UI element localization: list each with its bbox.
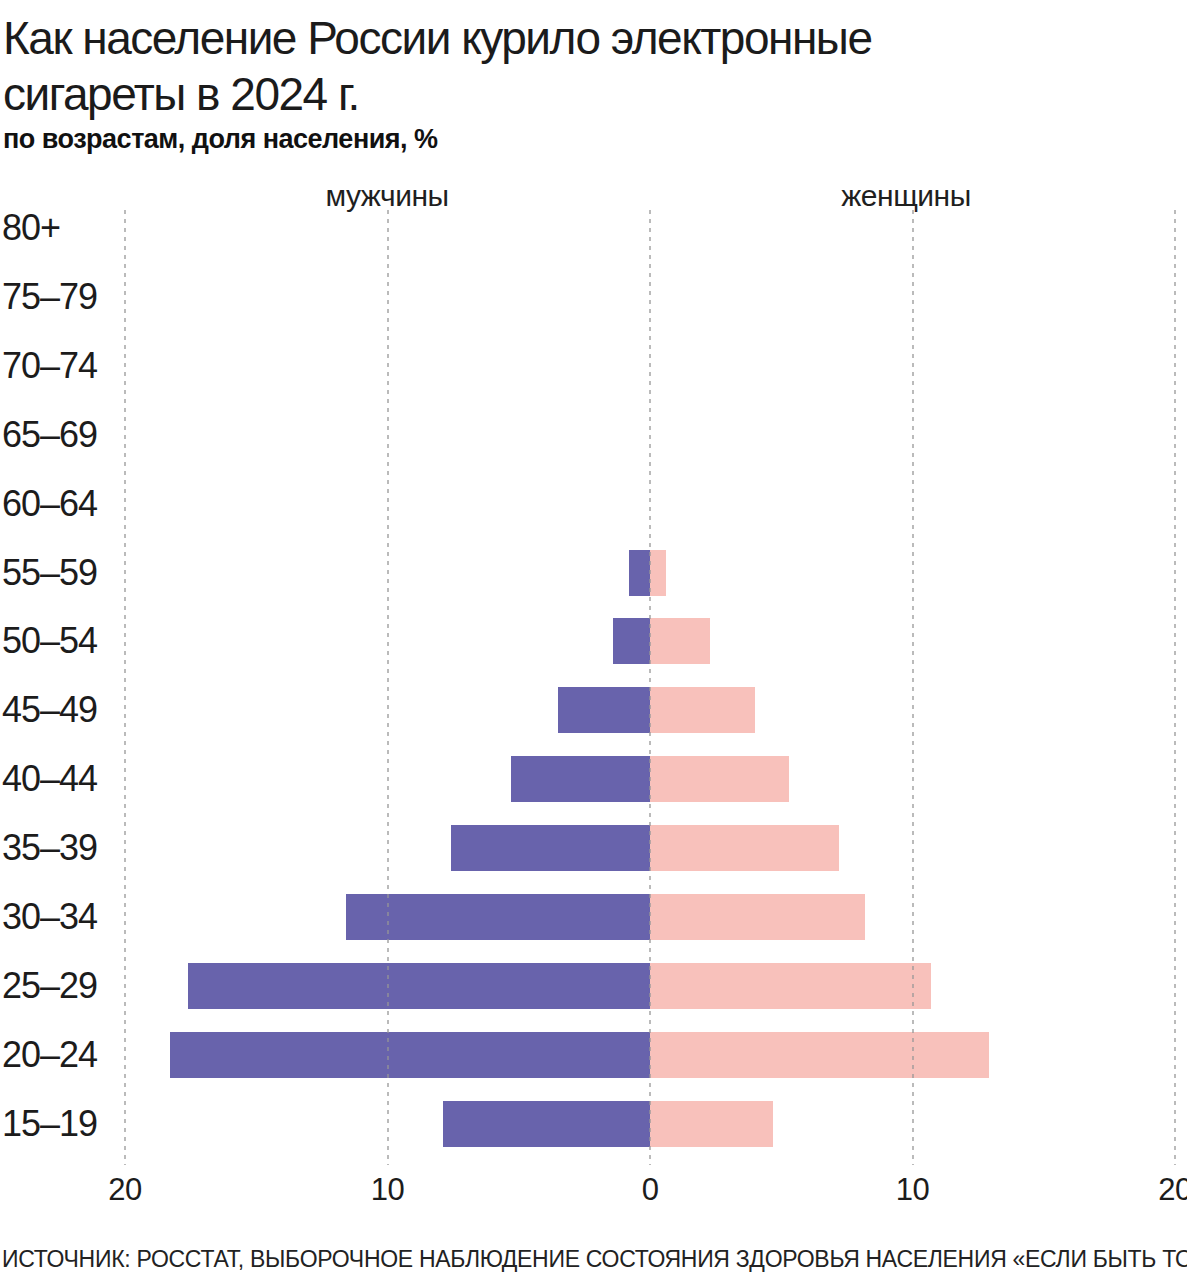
age-group-label: 80+ [2,210,60,246]
men-bar [451,825,651,871]
axis-gridline [387,210,389,1165]
age-group-label: 25–29 [2,968,97,1004]
men-bar [170,1032,650,1078]
men-bar [613,618,650,664]
axis-tick-label: 0 [642,1172,659,1208]
axis-gridline [912,210,914,1165]
women-bar [650,618,710,664]
axis-tick-label: 10 [896,1172,929,1208]
age-group-label: 65–69 [2,417,97,453]
age-group-label: 30–34 [2,899,97,935]
axis-gridline [1174,210,1176,1165]
men-bar [558,687,650,733]
men-bar [346,894,651,940]
age-group-label: 50–54 [2,623,97,659]
age-group-label: 40–44 [2,761,97,797]
men-bar [188,963,650,1009]
women-bar [650,963,931,1009]
infographic: Как население России курило электронные … [0,0,1187,1277]
women-bar [650,1032,989,1078]
age-group-label: 45–49 [2,692,97,728]
women-bar [650,894,865,940]
axis-tick-label: 10 [371,1172,404,1208]
age-group-label: 55–59 [2,555,97,591]
pyramid-chart: 80+ 75–79 70–74 65–69 60–64 55–59 50–54 45–49 40… [0,0,1187,1277]
men-bar [443,1101,650,1147]
women-bar [650,756,789,802]
axis-gridline [124,210,126,1165]
age-group-label: 35–39 [2,830,97,866]
age-group-label: 60–64 [2,486,97,522]
source-note: ИСТОЧНИК: РОССТАТ, ВЫБОРОЧНОЕ НАБЛЮДЕНИЕ… [2,1246,1187,1273]
women-bar [650,825,839,871]
age-group-label: 70–74 [2,348,97,384]
women-bar [650,550,666,596]
axis-tick-label: 20 [1158,1172,1187,1208]
women-bar [650,687,755,733]
axis-gridline [649,210,651,1165]
axis-tick-label: 20 [108,1172,141,1208]
men-bar [629,550,650,596]
men-bar [511,756,650,802]
women-bar [650,1101,773,1147]
age-group-label: 75–79 [2,279,97,315]
age-group-label: 20–24 [2,1037,97,1073]
age-group-label: 15–19 [2,1106,97,1142]
